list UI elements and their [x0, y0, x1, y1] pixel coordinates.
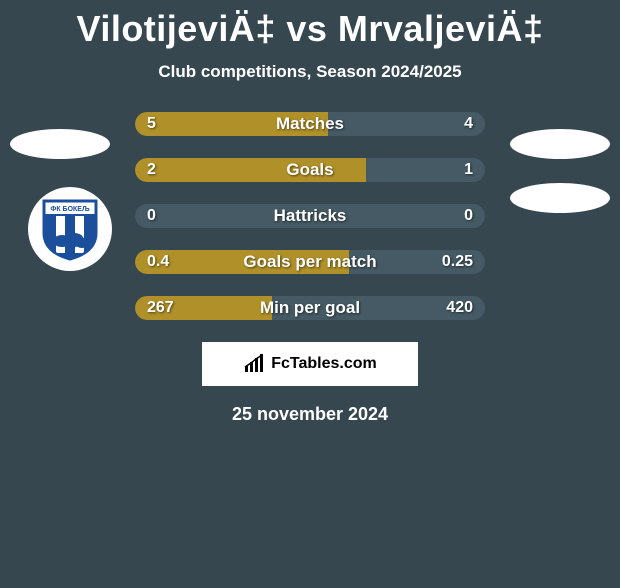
player-left-club-badge: ФК БОКЕЉ — [28, 187, 112, 271]
stat-label: Goals per match — [135, 250, 485, 274]
page-title: VilotijeviÄ‡ vs MrvaljeviÄ‡ — [0, 8, 620, 50]
stats-bars: 5Matches4 2Goals1 0Hattricks0 0.4Goals per … — [135, 112, 485, 320]
player-left-badge-1 — [10, 129, 110, 159]
stat-label: Goals — [135, 158, 485, 182]
shield-text: ФК БОКЕЉ — [50, 206, 90, 213]
stat-bar: 5Matches4 — [135, 112, 485, 136]
subtitle: Club competitions, Season 2024/2025 — [0, 62, 620, 82]
footer-date: 25 november 2024 — [0, 404, 620, 425]
stat-right-value: 420 — [446, 296, 473, 320]
bar-chart-icon — [243, 354, 267, 374]
stat-right-value: 0 — [464, 204, 473, 228]
player-right-badge-2 — [510, 183, 610, 213]
stat-label: Matches — [135, 112, 485, 136]
stat-right-value: 4 — [464, 112, 473, 136]
footer-brand: FcTables.com — [243, 354, 377, 374]
stat-bar: 2Goals1 — [135, 158, 485, 182]
footer-brand-box: FcTables.com — [202, 342, 418, 386]
stat-right-value: 1 — [464, 158, 473, 182]
stat-bar: 0.4Goals per match0.25 — [135, 250, 485, 274]
stat-label: Min per goal — [135, 296, 485, 320]
club-shield-icon: ФК БОКЕЉ — [40, 197, 100, 261]
stat-bar: 0Hattricks0 — [135, 204, 485, 228]
stat-label: Hattricks — [135, 204, 485, 228]
stat-right-value: 0.25 — [442, 250, 473, 274]
footer-brand-text: FcTables.com — [271, 355, 377, 373]
stat-bar: 267Min per goal420 — [135, 296, 485, 320]
player-right-badge-1 — [510, 129, 610, 159]
